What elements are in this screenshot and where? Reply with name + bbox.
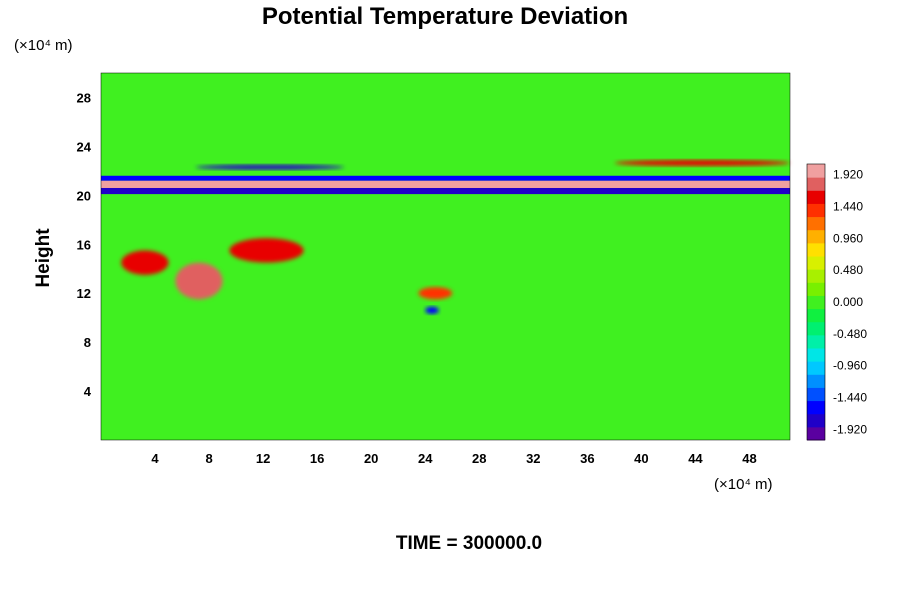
y-axis-label: Height — [33, 228, 54, 288]
colorbar-swatch — [807, 203, 825, 218]
colorbar-swatch — [807, 177, 825, 191]
heatmap-feature-warm-blob — [229, 238, 304, 263]
x-tick-label: 28 — [472, 451, 486, 466]
colorbar — [806, 163, 826, 441]
x-tick-label: 32 — [526, 451, 540, 466]
y-unit-label: (×10⁴ m) — [14, 37, 73, 54]
colorbar-tick-label: 1.920 — [833, 168, 863, 182]
colorbar-tick-label: -0.480 — [833, 327, 867, 341]
x-unit-label: (×10⁴ m) — [714, 476, 773, 493]
y-tick-label: 8 — [84, 335, 91, 350]
x-tick-label: 12 — [256, 451, 270, 466]
x-tick-label: 36 — [580, 451, 594, 466]
heatmap-feature-warm-streak — [614, 159, 790, 166]
colorbar-tick-label: -0.960 — [833, 359, 867, 373]
plot-frame — [100, 72, 791, 441]
time-footer: TIME = 300000.0 — [396, 533, 542, 554]
colorbar-swatch — [807, 216, 825, 231]
heatmap-feature-cold-blob — [425, 306, 439, 314]
x-tick-label: 8 — [205, 451, 212, 466]
y-tick-label: 24 — [77, 139, 92, 154]
colorbar-swatch — [807, 374, 825, 388]
x-tick-label: 48 — [742, 451, 756, 466]
colorbar-swatch — [807, 413, 825, 428]
heatmap-feature-upper-cold-band — [101, 187, 790, 195]
colorbar-tick-label: -1.920 — [833, 422, 867, 436]
colorbar-tick-label: -1.440 — [833, 391, 867, 405]
heatmap-feature-warm-blob — [418, 287, 453, 300]
x-tick-label: 20 — [364, 451, 378, 466]
colorbar-swatch — [807, 334, 825, 349]
x-axis-ticks: 4 8 12 16 20 24 28 32 36 40 44 48 — [151, 451, 756, 466]
heatmap-background — [101, 73, 790, 440]
colorbar-swatch — [807, 426, 825, 441]
heatmap-feature-upper-cold-band-2 — [101, 175, 790, 181]
colorbar-swatch — [807, 256, 825, 270]
x-tick-label: 16 — [310, 451, 324, 466]
y-tick-label: 12 — [77, 286, 91, 301]
colorbar-tick-label: 0.000 — [833, 295, 863, 309]
colorbar-swatch — [807, 348, 825, 362]
heatmap-plot-area — [100, 72, 791, 441]
x-tick-label: 40 — [634, 451, 648, 466]
y-axis-ticks: 4 8 12 16 20 24 28 — [77, 90, 92, 399]
chart-title: Potential Temperature Deviation — [262, 3, 628, 30]
y-tick-label: 4 — [84, 384, 92, 399]
colorbar-tick-label: 0.480 — [833, 263, 863, 277]
heatmap-feature-cold-streak — [195, 164, 345, 170]
colorbar-swatch — [807, 400, 825, 415]
colorbar-tick-label: 1.440 — [833, 199, 863, 213]
heatmap-feature-warm-blob — [121, 250, 169, 275]
colorbar-frame — [806, 163, 826, 441]
colorbar-swatch — [807, 361, 825, 375]
colorbar-swatch — [807, 282, 825, 296]
colorbar-swatch — [807, 295, 825, 310]
colorbar-tick-label: 0.960 — [833, 231, 863, 245]
heatmap-feature-warm-blob — [175, 262, 223, 300]
x-tick-label: 24 — [418, 451, 433, 466]
colorbar-swatch — [807, 164, 825, 178]
colorbar-swatch — [807, 190, 825, 204]
colorbar-swatch — [807, 308, 825, 323]
y-tick-label: 16 — [77, 237, 91, 252]
x-tick-label: 44 — [688, 451, 703, 466]
heatmap-feature-upper-jet-band — [101, 180, 790, 188]
colorbar-swatch — [807, 269, 825, 283]
colorbar-swatch — [807, 242, 825, 257]
y-tick-label: 28 — [77, 90, 91, 105]
x-tick-label: 4 — [151, 451, 159, 466]
colorbar-tick-labels: 1.920 1.440 0.960 0.480 0.000 -0.480 -0.960 -1.… — [833, 168, 867, 437]
colorbar-swatch — [807, 387, 825, 402]
y-tick-label: 20 — [77, 188, 91, 203]
colorbar-swatch — [807, 229, 825, 244]
colorbar-swatch — [807, 321, 825, 336]
